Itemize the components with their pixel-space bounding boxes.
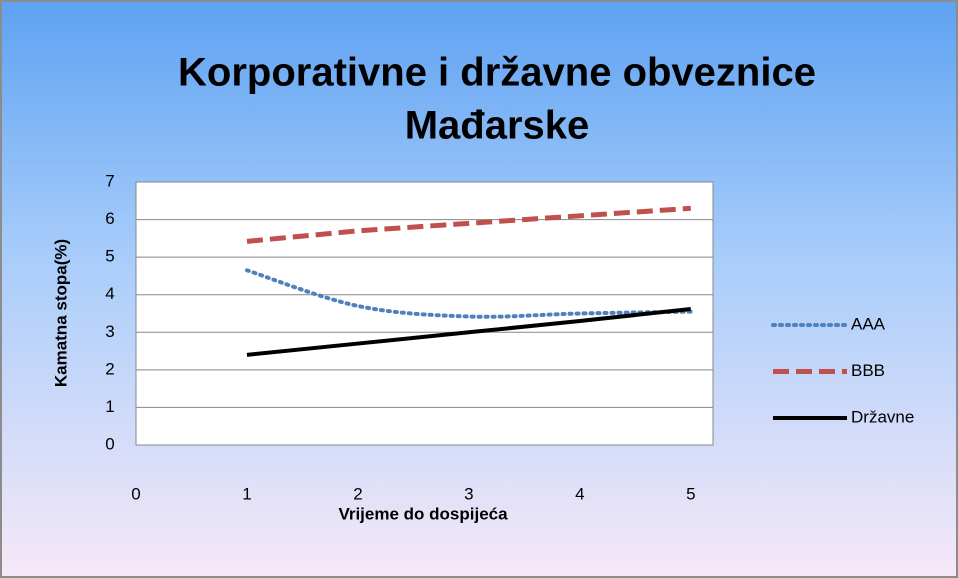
y-tick-label: 6 <box>105 209 114 228</box>
x-tick-label: 5 <box>686 484 695 503</box>
x-tick-label: 0 <box>131 484 140 503</box>
legend-label: BBB <box>851 361 885 380</box>
series-line <box>246 205 691 244</box>
y-tick-label: 5 <box>105 247 114 266</box>
x-tick-label: 2 <box>353 484 362 503</box>
chart-title: Korporativne i državne obveznice <box>178 51 816 95</box>
y-tick-label: 2 <box>105 359 114 378</box>
y-tick-label: 7 <box>105 171 114 190</box>
x-tick-label: 1 <box>242 484 251 503</box>
x-tick-label: 3 <box>464 484 473 503</box>
x-axis-title: Vrijeme do dospijeća <box>338 504 508 523</box>
legend-label: AAA <box>851 314 886 333</box>
y-tick-label: 4 <box>105 284 114 303</box>
x-tick-label: 4 <box>575 484 584 503</box>
chart-title: Mađarske <box>405 104 590 148</box>
y-tick-label: 1 <box>105 397 114 416</box>
legend-label: Državne <box>851 407 914 426</box>
y-axis-title: Kamatna stopa(%) <box>51 239 70 387</box>
series-line <box>244 268 693 319</box>
y-tick-label: 3 <box>105 322 114 341</box>
series-line <box>246 307 692 357</box>
y-tick-label: 0 <box>105 434 114 453</box>
